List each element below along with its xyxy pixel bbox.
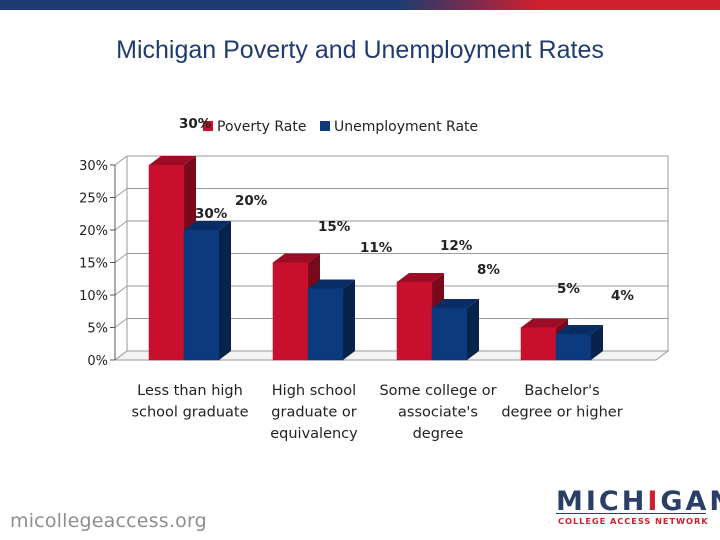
y-tick-label: 0% (87, 354, 108, 369)
logo-word-start: MICH (556, 486, 648, 517)
x-tick-label: equivalency (270, 426, 358, 442)
bar (148, 164, 185, 361)
y-tick-label: 10% (79, 289, 108, 304)
x-tick-label: Bachelor's (524, 383, 599, 399)
x-tick-label: degree (413, 426, 464, 442)
x-tick-label: graduate or (271, 405, 356, 421)
bar (307, 288, 344, 361)
gridline-side (114, 285, 128, 296)
data-label: 5% (557, 281, 580, 297)
gridline-side (114, 155, 128, 166)
y-tick-label: 5% (87, 322, 108, 337)
bar-side (467, 299, 479, 360)
logo-word-red-letter: I (647, 486, 661, 517)
bar-side (591, 325, 603, 360)
logo-word-end: GAN (660, 486, 720, 517)
bar-side (343, 279, 355, 360)
x-tick-label: High school (272, 383, 356, 399)
logo-divider (556, 513, 706, 514)
bar-top (308, 279, 355, 289)
gridline-side (114, 318, 128, 328)
legend-label: Unemployment Rate (334, 119, 478, 135)
logo-tagline: COLLEGE ACCESS NETWORK (558, 516, 709, 526)
bar-top (273, 253, 320, 263)
bar-top (397, 273, 444, 282)
bar-chart: 0% 5% 10% 15% 20% 25% 30% 30% 20% Less than high s… (79, 116, 670, 442)
data-label: 20% (235, 193, 268, 209)
data-label: 8% (477, 262, 500, 278)
bar-top (521, 318, 568, 328)
gridline-side (114, 220, 128, 231)
legend-swatch (320, 121, 330, 131)
overlapping-data-label: 30% (179, 116, 212, 132)
x-tick-label: Less than high (137, 383, 243, 399)
data-label: 15% (318, 219, 351, 235)
bar-side (219, 221, 231, 360)
gridline-side (114, 253, 128, 263)
header-stripe-red (470, 0, 720, 10)
y-tick-label: 30% (79, 159, 108, 174)
x-tick-label: Some college or (379, 383, 496, 399)
michigan-logo: MICHIGAN (556, 486, 720, 517)
data-label: 4% (611, 288, 634, 304)
header-stripe-blue (0, 0, 470, 10)
bar-top (432, 299, 479, 308)
bar-top (556, 325, 603, 334)
bar-top (149, 156, 196, 165)
bar (520, 327, 557, 361)
y-tick-label: 25% (79, 192, 108, 207)
header-stripe-gradient (400, 0, 540, 10)
bar (183, 229, 220, 361)
x-tick-label: degree or higher (501, 405, 622, 421)
gridline-side (114, 188, 128, 198)
x-tick-label: school graduate (131, 405, 248, 421)
x-tick-label: associate's (398, 405, 478, 421)
data-label: 30% (195, 206, 228, 222)
bar (272, 262, 309, 361)
bar-top (184, 221, 231, 230)
slide-title: Michigan Poverty and Unemployment Rates (116, 36, 604, 64)
y-tick-label: 20% (79, 224, 108, 239)
footer-url: micollegeaccess.org (10, 510, 207, 532)
legend-label: Poverty Rate (217, 119, 307, 135)
y-tick-label: 15% (79, 257, 108, 272)
bar (396, 281, 433, 361)
bar (555, 333, 592, 361)
legend-swatch (203, 121, 213, 131)
bar (431, 307, 468, 361)
data-label: 11% (360, 240, 393, 256)
data-label: 12% (440, 238, 473, 254)
